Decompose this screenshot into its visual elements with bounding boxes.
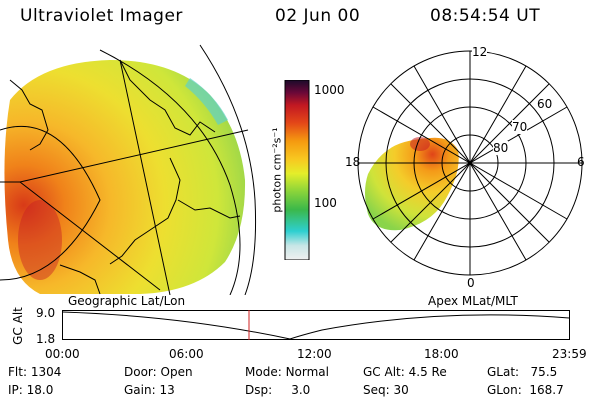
- mlt-label-6: 6: [577, 155, 585, 169]
- time-tick: 12:00: [297, 347, 332, 361]
- geographic-auroral-image: [0, 44, 257, 295]
- observation-time: 08:54:54 UT: [430, 6, 541, 26]
- colorbar-tick-label: 100: [314, 196, 337, 210]
- info-value: 18.0: [26, 383, 54, 397]
- mlt-label-0: 0: [467, 276, 475, 290]
- altitude-timeline: [62, 310, 570, 340]
- coastline: [59, 264, 101, 295]
- gc-alt-tick-max: 9.0: [36, 306, 56, 320]
- coastline: [119, 59, 216, 136]
- info-mode: Mode: Normal: [245, 365, 329, 379]
- geographic-coords-label: Geographic Lat/Lon: [68, 294, 186, 308]
- info-glat: GLat: 75.5: [487, 365, 557, 379]
- info-value: Normal: [285, 365, 329, 379]
- info-value: 1304: [30, 365, 62, 379]
- info-label: Gain:: [124, 383, 156, 397]
- latitude-circle: [199, 44, 257, 295]
- info-flight: Flt: 1304: [8, 365, 61, 379]
- colorbar-unit-label: photon cm⁻²s⁻¹: [270, 127, 284, 213]
- info-value: 30: [393, 383, 409, 397]
- info-label: Mode:: [245, 365, 282, 379]
- time-tick: 23:59: [552, 347, 587, 361]
- instrument-title: Ultraviolet Imager: [20, 6, 183, 26]
- time-tick: 18:00: [424, 347, 459, 361]
- gc-alt-trace: [62, 311, 570, 340]
- time-tick: 06:00: [169, 347, 204, 361]
- polar-mlat-mlt-plot: [357, 50, 583, 276]
- info-label: GLat:: [487, 365, 520, 379]
- coastline: [177, 199, 241, 219]
- latitude-circle: [99, 49, 241, 295]
- mlt-label-18: 18: [345, 155, 361, 169]
- info-value: Open: [160, 365, 193, 379]
- auroral-emission-region: [4, 60, 246, 294]
- coastline: [109, 157, 181, 265]
- mlat-label-80: 80: [493, 141, 509, 155]
- colorbar: [284, 80, 310, 260]
- mlat-label-70: 70: [512, 120, 528, 134]
- colorbar-tick-label: 1000: [314, 83, 345, 97]
- info-glon: GLon: 168.7: [487, 383, 564, 397]
- info-label: GC Alt:: [363, 365, 405, 379]
- info-ip: IP: 18.0: [8, 383, 53, 397]
- time-tick: 00:00: [45, 347, 80, 361]
- info-gc-alt: GC Alt: 4.5 Re: [363, 365, 447, 379]
- info-value: 168.7: [529, 383, 564, 397]
- longitude-line: [19, 129, 249, 183]
- info-label: Door:: [124, 365, 157, 379]
- info-value: 3.0: [291, 383, 311, 397]
- info-door: Door: Open: [124, 365, 193, 379]
- info-label: GLon:: [487, 383, 522, 397]
- info-dsp: Dsp: 3.0: [245, 383, 310, 397]
- info-value: 13: [159, 383, 175, 397]
- mlt-line: [372, 106, 568, 220]
- longitude-line: [19, 181, 161, 291]
- info-value: 4.5 Re: [408, 365, 447, 379]
- gc-alt-axis-title: GC Alt: [11, 307, 25, 345]
- gc-alt-tick-min: 1.8: [36, 332, 56, 346]
- info-label: Dsp:: [245, 383, 273, 397]
- info-label: Seq:: [363, 383, 390, 397]
- longitude-line: [119, 59, 171, 295]
- apex-coords-label: Apex MLat/MLT: [428, 294, 518, 308]
- info-value: 75.5: [530, 365, 558, 379]
- coastline: [9, 79, 49, 151]
- info-label: IP:: [8, 383, 23, 397]
- info-label: Flt:: [8, 365, 27, 379]
- info-seq: Seq: 30: [363, 383, 409, 397]
- mlt-label-12: 12: [472, 45, 488, 59]
- timeline-frame: [62, 310, 570, 340]
- mlat-label-60: 60: [537, 97, 553, 111]
- latitude-circle: [0, 125, 101, 281]
- observation-date: 02 Jun 00: [275, 6, 361, 26]
- info-gain: Gain: 13: [124, 383, 175, 397]
